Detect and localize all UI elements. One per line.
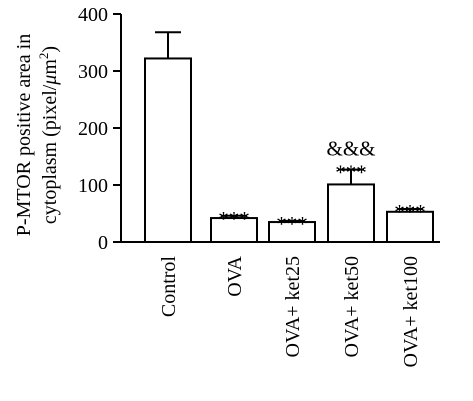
significance-label: *** — [218, 207, 250, 231]
y-tick-label: 200 — [78, 118, 108, 140]
y-axis: 0 100 200 300 400 — [78, 4, 122, 254]
bar — [327, 183, 375, 243]
significance-label: *** — [335, 161, 367, 185]
category-labels: Control OVA OVA+ ket25 OVA+ ket50 OVA+ ket10… — [158, 255, 422, 367]
y-axis-label: P-MTOR positive area in cytoplasm (pixel… — [13, 34, 61, 236]
y-axis-title-line2: cytoplasm (pixel/μm2) — [36, 46, 61, 224]
bar — [144, 57, 192, 243]
x-category-label: OVA — [224, 255, 246, 296]
significance-label: *** — [394, 200, 426, 224]
x-category-label: OVA+ ket25 — [282, 256, 304, 357]
significance-label-top: &&& — [326, 137, 375, 161]
x-category-label: OVA+ ket50 — [341, 256, 363, 357]
significance-label: *** — [276, 212, 308, 236]
x-category-label: Control — [158, 256, 180, 318]
y-tick-label: 100 — [78, 175, 108, 197]
bars: *** ******&&&*** — [121, 31, 440, 244]
y-tick-label: 0 — [98, 232, 108, 254]
x-category-label: OVA+ ket100 — [400, 256, 422, 367]
y-tick-label: 300 — [78, 61, 108, 83]
y-axis-title-line1: P-MTOR positive area in — [13, 34, 35, 236]
y-tick-label: 400 — [78, 4, 108, 26]
